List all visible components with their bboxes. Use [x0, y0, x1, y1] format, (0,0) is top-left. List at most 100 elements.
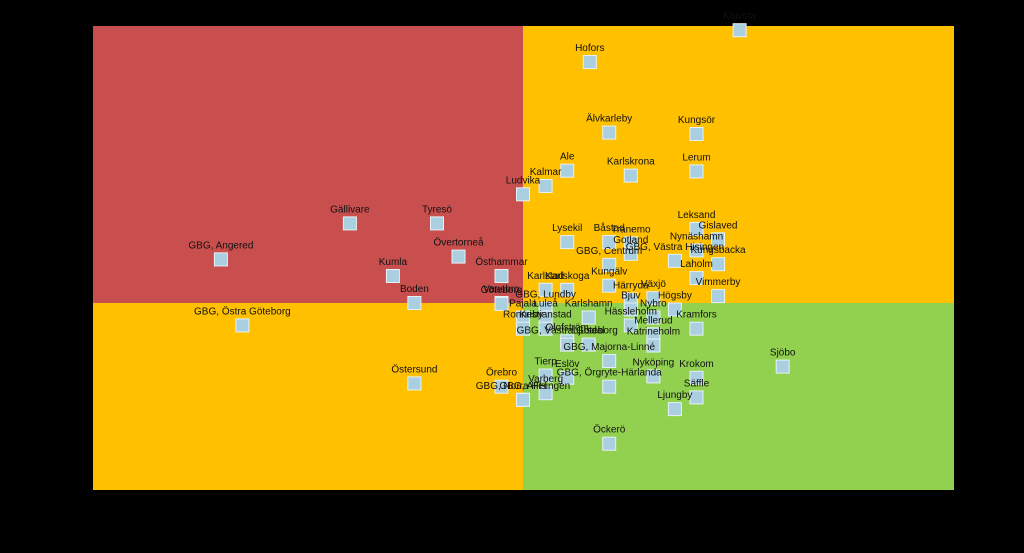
data-point [667, 253, 682, 268]
data-point-label: Säffle [684, 378, 710, 389]
data-point-label: Kramfors [676, 310, 717, 321]
data-point [775, 359, 790, 374]
data-point-label: GBG, Västra Hisingen [626, 242, 724, 253]
data-point-label: GBG, AFH [499, 381, 546, 392]
data-point-label: Kristianstad [519, 310, 571, 321]
data-point-label: Gällivare [330, 204, 370, 215]
data-point [235, 318, 250, 333]
data-point [689, 321, 704, 336]
data-point-label: Örebro [486, 367, 518, 379]
data-point [623, 246, 638, 261]
data-point [667, 302, 682, 317]
data-point-label: Laholm [680, 259, 713, 270]
data-point-label: Karlshamn [565, 299, 613, 310]
data-point [646, 369, 661, 384]
data-point [646, 338, 661, 353]
data-point [602, 235, 617, 250]
data-point-label: Kungälv [591, 267, 627, 278]
data-point-label: Pajala [509, 299, 537, 310]
data-point [711, 232, 725, 247]
data-point-label: Kalmar [530, 167, 562, 178]
data-point [582, 55, 597, 69]
data-point-label: GBG, Lundby [515, 290, 576, 301]
quadrant-top-left [93, 26, 523, 303]
data-point [623, 302, 638, 317]
data-point-label: Gislaved [699, 220, 738, 231]
data-point [516, 321, 530, 336]
data-point-label: Öckerö [593, 424, 626, 436]
data-point-label: Tierp [534, 357, 557, 368]
data-point [689, 271, 704, 286]
data-point [646, 291, 661, 306]
data-point [538, 282, 553, 297]
data-point-label: Mellerud [634, 315, 672, 326]
data-point [494, 379, 509, 394]
data-point [623, 168, 638, 183]
data-point [732, 23, 747, 38]
data-point-label: Kungsbacka [690, 245, 745, 256]
data-point [516, 187, 530, 202]
data-point-label: Knivsta [723, 11, 756, 22]
data-point [602, 125, 617, 140]
data-point [430, 216, 444, 231]
data-point-label: Olofström [546, 322, 589, 333]
data-point [623, 318, 638, 333]
data-point-label: GBG, Örgryte-Härlanda [557, 367, 662, 379]
data-point [407, 296, 422, 310]
data-point-label: Bjuv [621, 291, 640, 302]
data-point [689, 390, 704, 405]
data-point [538, 368, 553, 383]
data-point [560, 282, 575, 297]
data-point-label: Östhammar [475, 256, 528, 268]
data-point [646, 310, 661, 325]
data-point [581, 310, 596, 325]
data-point [581, 337, 596, 352]
data-point [602, 379, 617, 394]
data-point-label: GBG, Norra Hisingen [476, 381, 570, 392]
data-point-labels: Knivsta Hofors Älvkarleby Kungsör Lerum Ale Ka… [188, 11, 796, 436]
data-point [689, 243, 704, 258]
data-point-label: Nynäshamn [670, 231, 723, 242]
data-point-label: Hofors [575, 43, 604, 54]
data-point [494, 269, 509, 283]
data-point [689, 221, 704, 236]
data-point-label: Östersund [391, 363, 437, 375]
data-point [711, 289, 725, 304]
data-point-label: Nybro [640, 299, 667, 310]
data-point-label: Härryda [613, 281, 649, 292]
data-point-label: Karlskrona [607, 157, 655, 168]
data-point [689, 164, 704, 179]
data-point-label: Leksand [678, 210, 716, 221]
data-point [538, 179, 553, 193]
data-point [494, 296, 509, 311]
data-point [560, 235, 575, 250]
data-point-label: Göteborg [481, 285, 523, 296]
data-point [560, 337, 575, 352]
data-point-label: GBG, Majorna-Linné [563, 342, 655, 353]
data-point-label: GBG, Västra Göteborg [517, 326, 618, 337]
data-point-label: Övertorneå [433, 237, 483, 249]
data-point [560, 370, 575, 385]
data-point [538, 386, 553, 401]
data-point [711, 257, 725, 272]
data-point-label: GBG, Angered [188, 240, 253, 251]
data-point-label: Sjöbo [770, 348, 796, 359]
data-point-label: Karlstad [527, 271, 564, 282]
quadrant-top-right [523, 26, 954, 303]
data-point [213, 252, 228, 267]
data-point-label: Ronneby [503, 310, 543, 321]
data-point-label: Vansbro [483, 284, 520, 295]
data-point-label: Lerum [682, 152, 710, 163]
data-point [516, 392, 530, 407]
data-point-label: Tyresö [422, 204, 452, 215]
data-point [689, 370, 704, 385]
data-point-label: Lysekil [552, 223, 582, 234]
data-point [667, 402, 682, 417]
data-point-label: Tranemo [611, 224, 651, 235]
quadrant-backgrounds [93, 26, 954, 490]
data-point-label: Hässleholm [605, 306, 657, 317]
data-point-label: Luleå [533, 298, 558, 310]
data-point [689, 127, 704, 141]
data-point [602, 278, 617, 293]
